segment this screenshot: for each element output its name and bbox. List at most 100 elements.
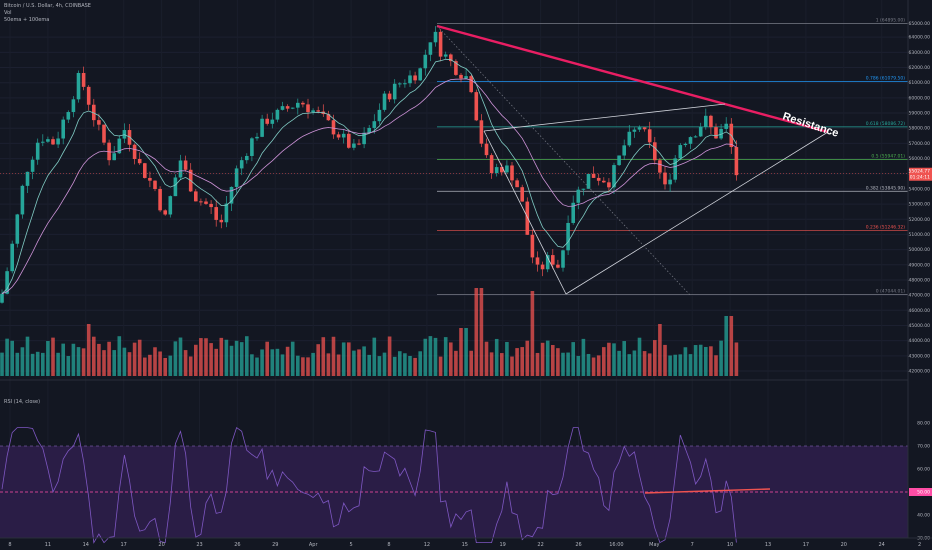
time-tick: May (649, 542, 659, 548)
volume-bar (102, 350, 106, 376)
volume-bar (637, 337, 642, 376)
candle (296, 102, 300, 108)
volume-bar (86, 324, 91, 376)
volume-bar (367, 354, 371, 376)
candle (204, 201, 208, 204)
volume-bar (663, 344, 667, 376)
volume-bar (683, 347, 688, 376)
volume-bar (571, 342, 575, 376)
rsi-tick: 40.00 (917, 513, 930, 519)
volume-bar (209, 343, 213, 376)
volume-bar (591, 357, 596, 376)
candle (336, 134, 341, 138)
candle (117, 138, 122, 154)
candle (586, 173, 591, 189)
volume-bar (347, 342, 351, 376)
time-tick: 16:00 (609, 542, 623, 548)
candle (561, 250, 565, 268)
volume-bar (693, 345, 698, 376)
ema-50-line (1, 58, 737, 294)
candle (61, 119, 65, 139)
time-tick: 29 (272, 542, 278, 548)
time-tick: 8 (387, 542, 390, 548)
rsi-trendline (644, 488, 771, 494)
volume-bar (642, 351, 647, 376)
price-top-label: 65000.00 (909, 21, 931, 27)
volume-bar (469, 350, 473, 376)
candle (35, 142, 40, 160)
candle (602, 180, 606, 183)
rsi-line (1, 426, 737, 544)
volume-bar (10, 340, 14, 376)
candle (341, 133, 346, 138)
fib-label: 0.786 (61079.50) (866, 75, 906, 81)
volume-bar (617, 350, 621, 376)
volume-bar (566, 352, 570, 376)
volume-bar (433, 337, 438, 376)
volume-bar (20, 347, 25, 376)
volume-bar (392, 356, 397, 376)
volume-bar (647, 353, 652, 376)
time-tick: 2 (918, 542, 921, 548)
candle (183, 160, 188, 170)
price-tick: 43000.00 (909, 353, 931, 359)
candle (658, 160, 662, 173)
candle (714, 127, 718, 139)
candle (30, 159, 35, 172)
volume-bar (178, 337, 183, 376)
candle (301, 102, 305, 105)
candle (15, 214, 20, 244)
volume-bar (632, 350, 637, 376)
candle (591, 173, 596, 178)
price-tick: 45000.00 (909, 323, 931, 329)
volume-bar (239, 342, 244, 376)
candle (423, 54, 428, 69)
candle (724, 123, 728, 129)
volume-bar (520, 347, 524, 376)
volume-bar (51, 337, 55, 376)
ema-label[interactable]: 50ema + 100ema (4, 17, 50, 23)
time-tick: 14 (83, 542, 89, 548)
volume-bar (290, 341, 295, 376)
candle (632, 129, 637, 132)
vol-label[interactable]: Vol (4, 10, 12, 16)
candle (647, 129, 652, 143)
candle (500, 167, 504, 173)
volume-bar (260, 349, 264, 376)
candle (683, 143, 688, 146)
rsi-label: RSI (14, close) (4, 399, 40, 405)
candle (41, 141, 45, 143)
symbol-title[interactable]: Bitcoin / U.S. Dollar, 4h, COINBASE (4, 3, 91, 9)
volume-bar (602, 347, 606, 376)
price-tick: 50000.00 (909, 247, 931, 253)
candle (398, 83, 402, 85)
countdown: 01:24:11 (910, 175, 930, 181)
volume-bar (204, 338, 208, 376)
candle (545, 255, 550, 270)
candle (520, 187, 524, 202)
volume-bar (479, 288, 484, 376)
candle (566, 222, 570, 251)
volume-bar (484, 341, 489, 376)
candle (194, 191, 198, 202)
candles (0, 26, 739, 304)
volume-bar (219, 337, 224, 376)
time-tick: 22 (537, 542, 543, 548)
rsi-mid-value: 50.00 (917, 490, 930, 496)
volume-bar (56, 352, 60, 376)
volume-bar (326, 353, 331, 376)
price-tick: 54000.00 (909, 186, 931, 192)
volume-bar (704, 346, 708, 376)
price-tick: 51000.00 (909, 232, 931, 238)
volume-bar (352, 350, 356, 376)
fib-label: 0.618 (58086.72) (866, 121, 906, 127)
volume-bar (137, 339, 142, 376)
candle (551, 255, 555, 265)
volume-bar (183, 350, 188, 376)
rsi-tick: 60.00 (917, 467, 930, 473)
time-tick: 15 (462, 542, 468, 548)
time-tick: 12 (424, 542, 430, 548)
candle (260, 118, 264, 137)
